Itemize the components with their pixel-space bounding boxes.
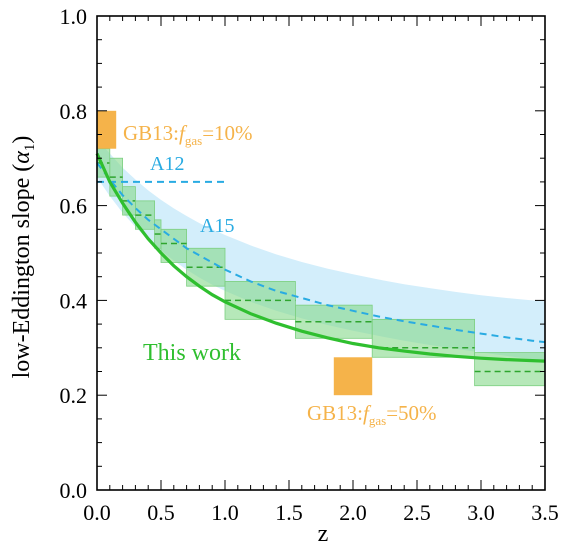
y-axis-label: low-Eddington slope (α1)	[9, 136, 38, 379]
a15-label: A15	[200, 215, 234, 237]
a15-band-layer	[97, 139, 545, 361]
y-tick-label: 0.4	[60, 288, 88, 313]
x-tick-label: 3.5	[531, 500, 559, 525]
x-tick-label: 0.5	[147, 500, 175, 525]
gb13-box-4	[97, 110, 117, 149]
gb13-50-label: GB13:fgas=50%	[307, 401, 437, 428]
x-tick-label: 1.5	[275, 500, 303, 525]
x-tick-label: 3.0	[467, 500, 495, 525]
x-axis-label: z	[318, 521, 329, 543]
x-tick-label: 0.0	[83, 500, 111, 525]
gb13-10-label: GB13:fgas=10%	[123, 121, 253, 148]
x-tick-label: 2.0	[339, 500, 367, 525]
y-tick-label: 0.2	[60, 383, 88, 408]
a12-label: A12	[150, 153, 184, 175]
lines-layer	[95, 152, 546, 363]
gb13-box-5	[333, 357, 373, 396]
a15-dashed-line	[96, 162, 546, 344]
y-tick-label: 1.0	[60, 4, 88, 29]
this-work-label: This work	[143, 340, 241, 366]
a15-uncertainty-band	[97, 139, 545, 361]
axes-layer: 0.0 0.5 1.0 1.5 2.0 2.5 3.0 3.5 0.0 0.2 0.4 0.6 0.8 1…	[60, 4, 559, 525]
this-work-bin-9	[371, 318, 476, 358]
y-tick-label: 0.0	[60, 478, 88, 503]
x-tick-label: 2.5	[403, 500, 431, 525]
this-work-fit-line	[95, 152, 546, 363]
y-tick-label: 0.6	[60, 194, 88, 219]
y-tick-label: 0.8	[60, 99, 88, 124]
x-tick-label: 1.0	[211, 500, 239, 525]
